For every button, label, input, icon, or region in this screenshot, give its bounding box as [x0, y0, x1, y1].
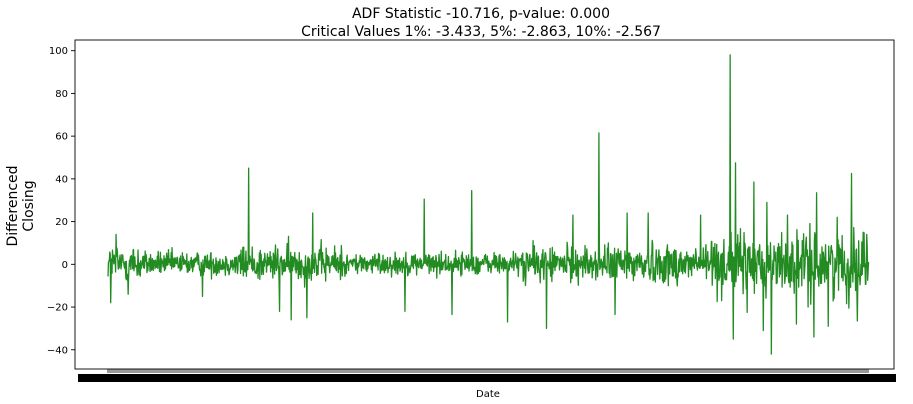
x-axis-tick-block — [78, 369, 896, 382]
y-tick-label: −40 — [47, 345, 68, 356]
y-axis: −40 −20 0 20 40 60 80 100 — [47, 46, 75, 356]
chart-title-line-1: ADF Statistic -10.716, p-value: 0.000 — [352, 6, 610, 22]
y-tick-label: 0 — [62, 260, 68, 271]
y-tick-label: 100 — [49, 46, 68, 57]
chart-title-line-2: Critical Values 1%: -3.433, 5%: -2.863, … — [301, 24, 661, 40]
x-axis-label: Date — [476, 389, 500, 400]
plot-area-frame — [74, 39, 895, 370]
y-axis-label-line-2: Closing — [21, 180, 37, 231]
series-line — [107, 54, 870, 355]
y-tick-label: −20 — [47, 303, 68, 314]
x-tick-labels-overlap — [78, 374, 896, 382]
y-tick-label: 40 — [55, 174, 68, 185]
y-tick-label: 60 — [55, 132, 68, 143]
y-axis-label-line-1: Differenced — [5, 165, 21, 246]
y-tick-label: 20 — [55, 217, 68, 228]
y-tick-label: 80 — [55, 89, 68, 100]
